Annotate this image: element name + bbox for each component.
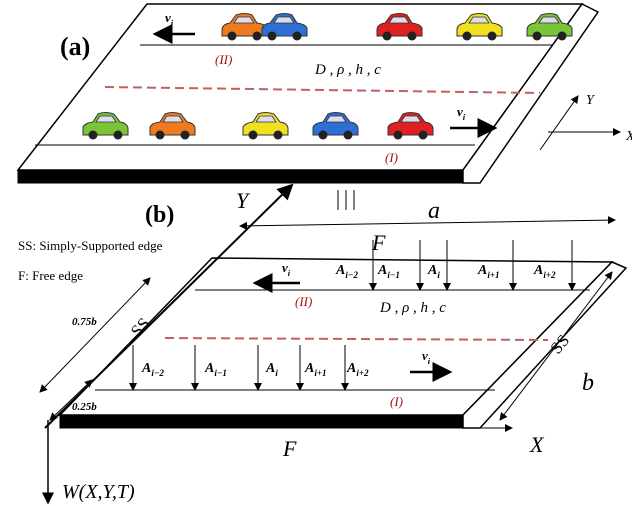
car-wheel bbox=[181, 131, 190, 140]
car-wheel bbox=[89, 131, 98, 140]
car-window bbox=[389, 17, 409, 23]
car-window bbox=[469, 17, 489, 23]
car-wheel bbox=[344, 131, 353, 140]
car-window bbox=[274, 17, 294, 23]
symbol-base: A bbox=[265, 361, 275, 376]
car-wheel bbox=[394, 131, 403, 140]
symbol-base: A bbox=[377, 263, 387, 278]
symbol-base: A bbox=[477, 263, 487, 278]
car-wheel bbox=[156, 131, 165, 140]
symbol-subscript: i+2 bbox=[543, 270, 556, 280]
car-wheel bbox=[268, 32, 277, 41]
car-wheel bbox=[533, 32, 542, 41]
diagram: (a) (II) (I) D , ρ , h , c Y X (b) SS: S… bbox=[0, 0, 632, 506]
symbol-base: A bbox=[346, 361, 356, 376]
car-wheel bbox=[383, 32, 392, 41]
edge-label: F bbox=[371, 230, 386, 255]
car-wheel bbox=[408, 32, 417, 41]
symbol-subscript: i+1 bbox=[314, 368, 326, 378]
car-window bbox=[163, 116, 183, 122]
properties: D , ρ , h , c bbox=[314, 62, 381, 78]
lane-label: (I) bbox=[390, 394, 403, 409]
car-wheel bbox=[114, 131, 123, 140]
lane-label: (I) bbox=[385, 150, 398, 165]
symbol-base: A bbox=[141, 361, 151, 376]
symbol-base: A bbox=[335, 263, 345, 278]
car-wheel bbox=[249, 131, 258, 140]
axis-label: Y bbox=[586, 93, 596, 108]
symbol-base: A bbox=[304, 361, 314, 376]
offset: 0.25b bbox=[72, 401, 97, 413]
axis-label: Y bbox=[236, 188, 251, 213]
lane-label: (II) bbox=[215, 52, 232, 67]
symbol-subscript: i+2 bbox=[356, 368, 369, 378]
car-wheel bbox=[488, 32, 497, 41]
symbol-base: A bbox=[427, 263, 437, 278]
symbol-subscript: i−1 bbox=[214, 368, 227, 378]
symbol-subscript: i−1 bbox=[387, 270, 400, 280]
axis-label: X bbox=[529, 432, 545, 457]
offset: 0.75b bbox=[72, 316, 97, 328]
car-wheel bbox=[293, 32, 302, 41]
properties: D , ρ , h , c bbox=[379, 300, 446, 316]
symbol-subscript: i−2 bbox=[151, 368, 164, 378]
symbol-base: A bbox=[533, 263, 543, 278]
dimension: a bbox=[428, 198, 440, 224]
symbol-subscript: i−2 bbox=[345, 270, 358, 280]
symbol-subscript: i+1 bbox=[487, 270, 499, 280]
legend-item: SS: Simply-Supported edge bbox=[18, 238, 163, 253]
car-window bbox=[539, 17, 559, 23]
car-wheel bbox=[463, 32, 472, 41]
car-window bbox=[401, 116, 421, 122]
car-wheel bbox=[558, 32, 567, 41]
car-wheel bbox=[319, 131, 328, 140]
lane-label: (II) bbox=[295, 294, 312, 309]
car-wheel bbox=[419, 131, 428, 140]
panel-label: (b) bbox=[145, 202, 174, 228]
axis-label: W(X,Y,T) bbox=[62, 481, 135, 503]
car-wheel bbox=[228, 32, 237, 41]
car-window bbox=[96, 116, 116, 122]
car-wheel bbox=[274, 131, 283, 140]
legend-item: F: Free edge bbox=[18, 268, 83, 283]
car-wheel bbox=[253, 32, 262, 41]
car-window bbox=[256, 116, 276, 122]
symbol-base: A bbox=[204, 361, 214, 376]
car-window bbox=[326, 116, 346, 122]
dimension: b bbox=[582, 370, 594, 396]
panel-label: (a) bbox=[60, 32, 90, 61]
edge-label: F bbox=[282, 436, 297, 461]
car-window bbox=[234, 17, 254, 23]
axis-label: X bbox=[625, 129, 632, 144]
